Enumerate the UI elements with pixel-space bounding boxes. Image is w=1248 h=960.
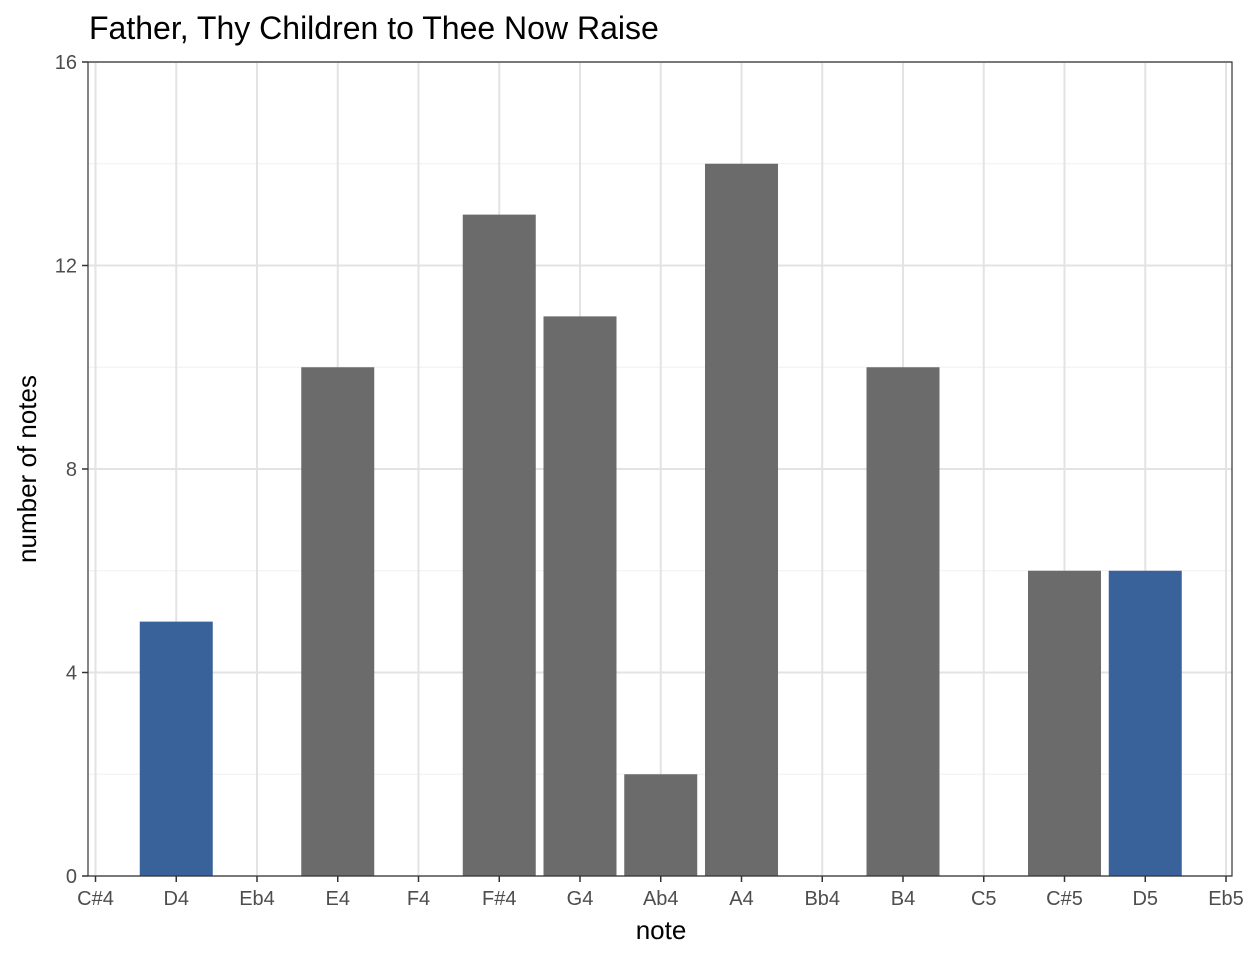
x-tick-label: G4 — [567, 888, 594, 910]
chart-title: Father, Thy Children to Thee Now Raise — [89, 10, 659, 46]
y-tick-label: 0 — [66, 866, 77, 888]
x-tick-label: C#4 — [77, 888, 114, 910]
y-tick-label: 4 — [66, 663, 77, 685]
x-axis: C#4 D4 Eb4 E4 F4 F#4 G4 Ab4 A4 Bb4 B4 C5 C#5 D5 Eb5 — [77, 876, 1244, 910]
x-tick-label: E4 — [326, 888, 350, 910]
x-tick-label: D5 — [1132, 888, 1158, 910]
x-tick-label: D4 — [163, 888, 189, 910]
x-tick-label: Bb4 — [804, 888, 840, 910]
x-tick-label: C#5 — [1046, 888, 1083, 910]
bar-E4 — [301, 367, 375, 876]
x-tick-label: Eb5 — [1208, 888, 1244, 910]
bar-G4 — [543, 316, 617, 876]
y-axis: 0 4 8 12 16 — [55, 52, 88, 888]
y-tick-label: 16 — [55, 52, 77, 74]
x-tick-label: B4 — [891, 888, 915, 910]
bar-D4 — [139, 621, 213, 876]
bar-B4 — [866, 367, 940, 876]
x-tick-label: Ab4 — [643, 888, 679, 910]
bar-A4 — [705, 163, 778, 876]
bars — [139, 163, 1182, 876]
x-axis-title: note — [636, 915, 687, 945]
bar-C#5 — [1028, 570, 1101, 876]
bar-D5 — [1108, 570, 1182, 876]
y-axis-title: number of notes — [12, 375, 42, 563]
x-tick-label: F4 — [407, 888, 430, 910]
x-tick-label: A4 — [729, 888, 753, 910]
y-tick-label: 8 — [66, 459, 77, 481]
bar-Ab4 — [624, 774, 698, 876]
x-tick-label: F#4 — [482, 888, 516, 910]
y-tick-label: 12 — [55, 256, 77, 278]
x-tick-label: Eb4 — [239, 888, 275, 910]
x-tick-label: C5 — [971, 888, 997, 910]
bar-F#4 — [462, 214, 536, 876]
